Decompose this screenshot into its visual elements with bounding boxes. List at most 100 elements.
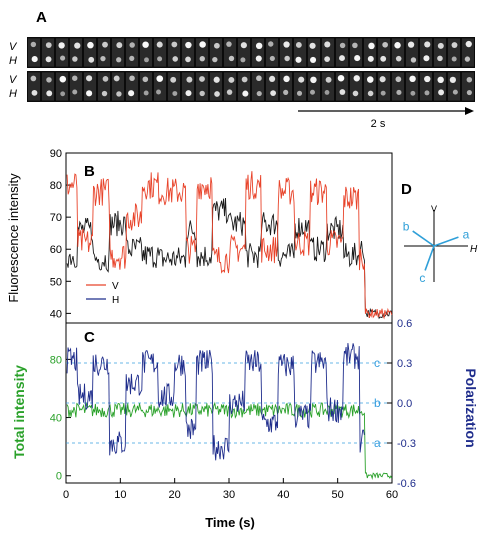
fluorescent-spot	[186, 76, 193, 83]
film-frame	[461, 71, 475, 102]
y-tick-label: 40	[50, 308, 62, 320]
y-tick-label: 60	[50, 244, 62, 256]
reference-label-b: b	[374, 396, 381, 410]
fluorescent-spot	[284, 55, 290, 62]
panel-c-right-axis: -0.6 -0.3 0.0 0.3 0.6	[387, 318, 416, 490]
fluorescent-spot	[129, 42, 135, 48]
fluorescent-spot	[143, 90, 149, 96]
fluorescent-spot	[283, 89, 289, 95]
orientation-diagram: V H a b c	[403, 204, 478, 285]
fluorescent-spot	[337, 74, 345, 82]
fluorescent-spot	[352, 42, 358, 49]
fluorescent-spot	[156, 75, 164, 82]
right-y-tick-label: 0.0	[397, 398, 412, 410]
fluorescent-spot	[382, 41, 388, 48]
film-frame	[335, 37, 349, 68]
fluorescent-spot	[88, 56, 95, 63]
scale-label: 2 s	[371, 118, 386, 130]
fluorescent-spot	[212, 56, 218, 63]
fluorescent-spot	[213, 76, 220, 83]
fluorescent-spot	[410, 90, 416, 96]
fluorescent-spot	[298, 76, 305, 83]
fluorescent-spot	[367, 55, 374, 62]
row-label-h-top: H	[9, 55, 17, 67]
row-label-v-top: V	[9, 41, 18, 53]
fluorescent-spot	[45, 56, 52, 63]
film-frame	[223, 71, 237, 102]
row-label-v-bottom: V	[9, 74, 18, 86]
fluorescent-spot	[438, 89, 445, 96]
fluorescent-spot	[437, 42, 444, 49]
fluorescent-spot	[72, 75, 78, 81]
fluorescent-spot	[395, 55, 402, 62]
h-trace-line	[66, 197, 393, 320]
x-tick-label: 20	[169, 489, 181, 501]
film-frame	[391, 71, 405, 102]
fluorescent-spot	[324, 56, 331, 63]
fluorescent-spot	[309, 42, 316, 49]
fluorescent-spot	[156, 41, 163, 48]
film-frame	[363, 37, 377, 68]
fluorescent-spot	[325, 76, 332, 83]
left-y-tick-label: 40	[50, 413, 62, 425]
v-trace-line	[66, 171, 393, 320]
fluorescent-spot	[31, 56, 38, 63]
y-tick-label: 90	[50, 148, 62, 160]
fluorescent-spot	[240, 57, 246, 63]
fluorescent-spot	[60, 91, 66, 97]
right-y-tick-label: 0.6	[397, 318, 412, 330]
fluorescent-spot	[185, 56, 191, 63]
fluorescent-spot	[87, 41, 94, 49]
film-frame	[307, 71, 321, 102]
fluorescent-spot	[379, 76, 386, 83]
film-frame	[41, 71, 55, 102]
fluorescent-spot	[199, 56, 205, 62]
fluorescent-spot	[465, 40, 472, 48]
x-tick-label: 30	[223, 489, 235, 501]
fluorescent-spot	[410, 57, 417, 63]
fluorescent-spot	[395, 76, 402, 83]
fluorescent-spot	[30, 41, 37, 48]
fluorescent-spot	[339, 42, 346, 49]
fluorescent-spot	[171, 41, 178, 48]
fluorescent-spot	[172, 56, 178, 62]
fluorescent-spot	[423, 55, 430, 62]
fluorescent-spot	[60, 55, 66, 61]
fluorescent-spot	[407, 41, 415, 48]
fluorescent-spot	[295, 42, 302, 48]
fluorescent-spot	[339, 55, 345, 62]
film-frame	[321, 71, 335, 102]
fluorescent-spot	[466, 89, 472, 96]
fluorescent-spot	[144, 57, 149, 63]
x-tick-label: 40	[277, 489, 289, 501]
reference-label-a: a	[374, 436, 381, 450]
reference-label-c: c	[374, 356, 380, 370]
fluorescent-spot	[452, 89, 458, 95]
fluorescent-spot	[113, 75, 120, 82]
fluorescent-spot	[156, 89, 161, 95]
fluorescent-spot	[102, 41, 108, 48]
panel-c-left-axis: 0 40 80	[50, 354, 71, 483]
right-y-tick-label: -0.3	[397, 438, 416, 450]
fluorescent-spot	[368, 42, 375, 50]
fluorescent-spot	[199, 41, 206, 48]
fluorescent-spot	[283, 41, 290, 48]
panel-label-a: A	[36, 9, 47, 26]
fluorescent-spot	[74, 42, 81, 49]
fluorescent-spot	[31, 89, 38, 96]
fluorescent-spot	[354, 55, 361, 62]
fluorescent-spot	[449, 76, 457, 84]
legend-label-v: V	[112, 281, 119, 292]
film-frame	[97, 71, 111, 102]
fluorescent-spot	[58, 42, 65, 49]
fluorescent-spot	[451, 56, 457, 62]
fluorescent-spot	[310, 56, 317, 63]
fluorescent-spot	[283, 75, 290, 83]
fluorescent-spot	[295, 56, 302, 63]
x-tick-label: 60	[386, 489, 398, 501]
film-frame	[251, 37, 265, 68]
fluorescent-spot	[226, 89, 233, 95]
panel-c-x-axis: 0 10 20 30 40 50 60	[63, 478, 398, 501]
left-y-tick-label: 0	[56, 471, 62, 483]
row-label-h-bottom: H	[9, 88, 17, 100]
